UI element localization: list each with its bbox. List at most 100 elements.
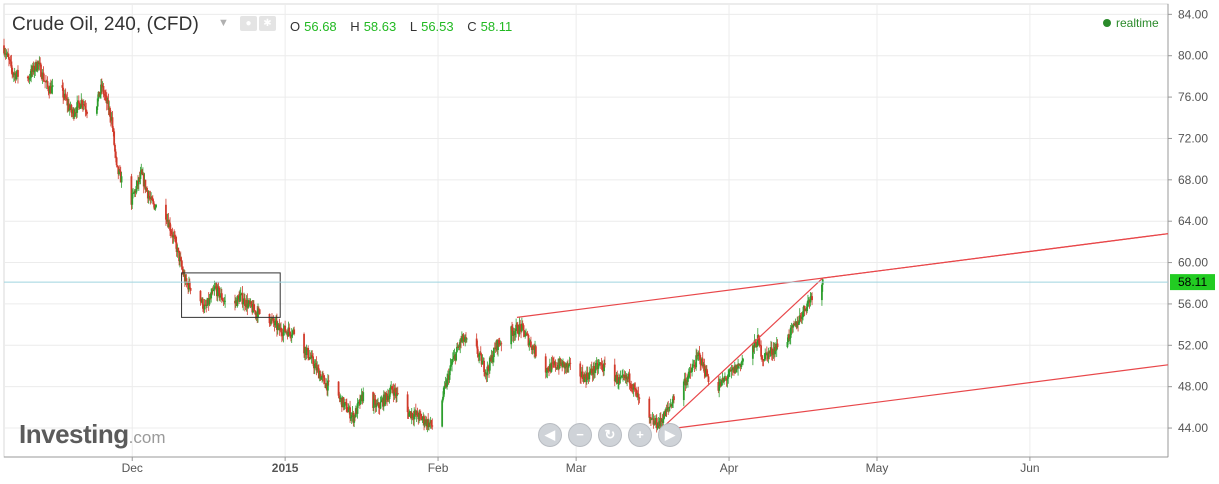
candle-body (742, 358, 744, 362)
candle-body (165, 204, 167, 220)
nav-zoom-out-button[interactable]: − (568, 423, 592, 447)
candle-body (416, 411, 419, 417)
candle-body (178, 250, 180, 262)
candle-body (268, 313, 271, 324)
nav-zoom-in-button[interactable]: + (628, 423, 652, 447)
candle-body (43, 80, 46, 82)
candle-body (443, 385, 446, 388)
candle-body (220, 293, 223, 300)
candle-body (322, 375, 324, 377)
candle-body (475, 338, 478, 347)
candle-body (12, 74, 15, 76)
candle-body (741, 361, 744, 363)
candle-body (583, 374, 586, 383)
candle-body (431, 425, 434, 427)
candle-body (119, 170, 121, 172)
candle-body (15, 74, 18, 80)
candle-body (61, 85, 64, 88)
y-tick-label: 44.00 (1178, 421, 1208, 435)
candle-body (284, 325, 287, 333)
candle-body (521, 323, 524, 326)
x-tick-label: Dec (122, 461, 143, 475)
candle-body (391, 389, 394, 391)
candle-body (79, 106, 82, 109)
candle-body (132, 192, 135, 194)
candle-body (594, 370, 596, 373)
candle-body (481, 360, 484, 365)
candle-body (451, 361, 453, 365)
candle-body (105, 95, 108, 104)
candle-body (10, 61, 13, 68)
candle-body (64, 93, 67, 99)
candle-body (11, 67, 14, 73)
candle-body (28, 77, 31, 80)
last-price-label: 58.11 (1178, 275, 1207, 289)
candle-body (695, 355, 698, 368)
candle-body (617, 377, 620, 384)
logo-brand: Investing (19, 419, 129, 449)
candle-body (774, 346, 776, 355)
candle-body (8, 56, 10, 60)
candle-body (799, 315, 802, 317)
candle-body (637, 393, 640, 398)
candle-body (525, 333, 528, 335)
candle-body (788, 337, 791, 339)
candle-body (614, 378, 617, 382)
candle-body (478, 354, 481, 357)
nav-left-button[interactable]: ◀ (538, 423, 562, 447)
candle-body (389, 389, 392, 395)
drawings[interactable] (181, 233, 1169, 431)
candle-body (179, 257, 182, 260)
candle-body (323, 377, 326, 384)
candle-body (206, 304, 208, 306)
candle-body (29, 77, 32, 79)
axes: 84.00 80.00 76.00 72.00 68.00 64.00 60.00 56.00… (4, 4, 1208, 475)
candle-body (668, 407, 670, 409)
candle-body (313, 364, 316, 369)
candle-body (346, 411, 349, 413)
candle-body (763, 359, 766, 361)
candle-body (312, 356, 314, 365)
candle-body (456, 346, 458, 352)
arrow-right-icon: ▶ (665, 427, 675, 442)
candle-body (241, 293, 244, 305)
candle-body (802, 311, 804, 318)
eye-icon[interactable]: ● (240, 16, 257, 31)
candle-body (740, 362, 743, 368)
candle-body (598, 363, 601, 366)
candle-body (77, 100, 80, 104)
candle-body (788, 334, 790, 339)
candle-body (723, 378, 726, 382)
settings-icon[interactable]: ✱ (259, 16, 276, 31)
nav-reset-button[interactable]: ↻ (598, 423, 622, 447)
candle-body (554, 361, 557, 368)
candle-body (668, 406, 671, 408)
y-tick-label: 84.00 (1178, 7, 1208, 21)
grid (3, 3, 1169, 458)
candle-body (589, 372, 592, 373)
caret-down-icon[interactable]: ▼ (218, 17, 229, 29)
candle-body (760, 345, 762, 357)
nav-right-button[interactable]: ▶ (658, 423, 682, 447)
candle-body (385, 392, 388, 396)
candle-body (550, 362, 553, 372)
candle-body (270, 318, 273, 324)
candle-body (172, 235, 175, 238)
candle-body (579, 363, 582, 377)
candle-body (215, 286, 217, 289)
candle-body (718, 385, 721, 391)
candle-body (458, 346, 461, 348)
candle-body (155, 204, 157, 208)
candle-body (545, 372, 548, 373)
candle-body (593, 366, 596, 373)
y-tick-label: 72.00 (1178, 131, 1208, 145)
candle-body (257, 308, 260, 310)
candle-body (492, 357, 495, 362)
candle-body (185, 278, 188, 283)
brand-logo[interactable]: Investing.com (19, 419, 165, 450)
candle-body (770, 347, 773, 355)
chart-title[interactable]: Crude Oil, 240, (CFD) (12, 14, 199, 35)
minus-icon: − (576, 427, 584, 442)
